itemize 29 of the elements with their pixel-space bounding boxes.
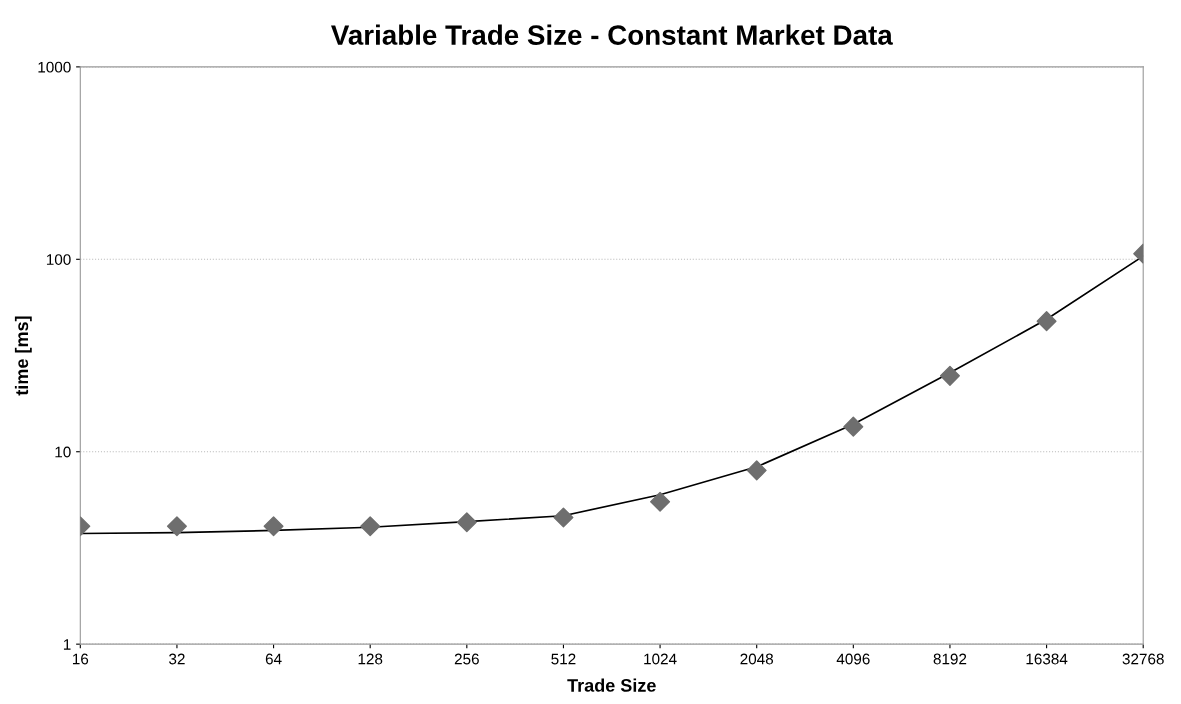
y-axis-title: time [ms]: [14, 316, 32, 396]
x-tick-label: 1024: [644, 653, 677, 665]
point: [1036, 311, 1057, 332]
y-tick-label: 1: [63, 639, 71, 650]
x-tick-label: 8192: [933, 653, 967, 665]
y-tick-label: 100: [46, 254, 71, 265]
point: [939, 365, 960, 386]
x-tick-label: 16: [72, 653, 89, 665]
point: [166, 516, 187, 537]
point: [263, 516, 284, 537]
point: [843, 416, 864, 437]
x-tick-label: 16384: [1026, 653, 1068, 665]
x-tick-label: 256: [454, 653, 479, 665]
y-tick-label: 1000: [38, 61, 71, 73]
point: [650, 491, 671, 512]
x-tick-label: 32: [169, 653, 185, 665]
point: [553, 507, 574, 528]
chart-title: Variable Trade Size - Constant Market Data: [331, 24, 893, 45]
point: [360, 516, 381, 537]
y-tick-label: 10: [55, 446, 71, 458]
point: [456, 512, 477, 533]
point: [746, 460, 767, 481]
x-tick-label: 64: [265, 653, 282, 665]
x-axis-title: Trade Size: [567, 678, 656, 692]
x-tick-label: 2048: [740, 653, 774, 665]
x-tick-label: 32768: [1122, 653, 1164, 665]
x-tick-label: 512: [551, 653, 576, 665]
x-tick-label: 4096: [836, 653, 870, 665]
x-tick-label: 128: [358, 653, 383, 665]
